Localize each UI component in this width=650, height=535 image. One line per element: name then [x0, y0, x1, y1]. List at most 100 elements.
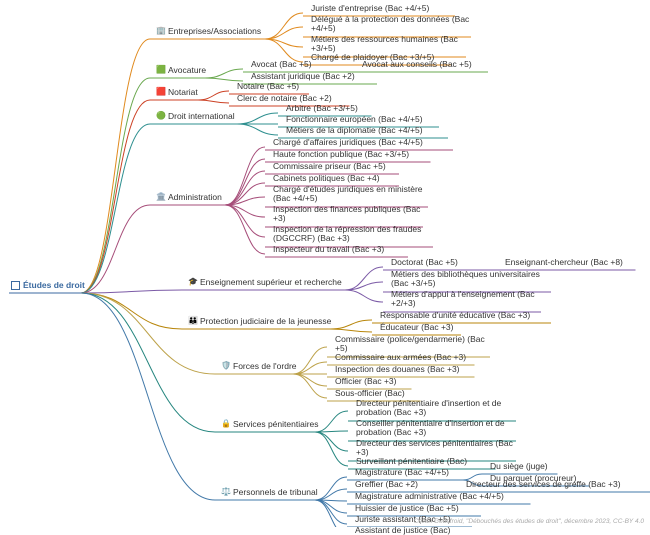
leaf-3-1: Fonctionnaire européen (Bac +4/+5) [286, 115, 423, 124]
leaf-8-1: Conseiller pénitentiaire d'insertion et … [356, 419, 516, 438]
branch-5-icon: 🎓 [188, 278, 197, 287]
label-text: Services pénitentiaires [233, 419, 319, 429]
leaf-7-3: Officier (Bac +3) [335, 377, 397, 386]
label-text: Notariat [168, 87, 198, 97]
leaf-4-2: Commissaire priseur (Bac +5) [273, 162, 386, 171]
credit-line: Célian Godefroid, "Débouchés des études … [414, 518, 644, 525]
label-text: Inspection des douanes (Bac +3) [335, 364, 460, 374]
subleaf-9-0-0: Du siège (juge) [490, 462, 548, 471]
leaf-6-0: Responsable d'unité éducative (Bac +3) [380, 311, 530, 320]
leaf-4-6: Inspection de la répression des fraudes … [273, 225, 433, 244]
label-text: Assistant juridique (Bac +2) [251, 71, 355, 81]
leaf-8-3: Surveillant pénitentiaire (Bac) [356, 457, 467, 466]
leaf-8-0: Directeur pénitentiaire d'insertion et d… [356, 399, 516, 418]
label-text: Surveillant pénitentiaire (Bac) [356, 456, 467, 466]
label-text: Directeur des services pénitentiaires (B… [356, 438, 513, 457]
label-text: Métiers d'appui à l'enseignement (Bac +2… [391, 289, 535, 308]
leaf-2-1: Clerc de notaire (Bac +2) [237, 94, 332, 103]
branch-6-icon: 👪 [188, 317, 197, 326]
branch-1: 🟩Avocature [156, 66, 206, 75]
label-text: Personnels de tribunal [233, 487, 318, 497]
label-text: Greffier (Bac +2) [355, 479, 418, 489]
label-text: Magistrature (Bac +4/+5) [355, 467, 449, 477]
label-text: Éducateur (Bac +3) [380, 322, 453, 332]
branch-2: 🟥Notariat [156, 88, 198, 97]
label-text: Délégué à la protection des données (Bac… [311, 14, 469, 33]
labels-layer: Études de droit 🏢Entreprises/Associations… [0, 0, 650, 527]
label-text: Notaire (Bac +5) [237, 81, 299, 91]
label-text: Métiers des ressources humaines (Bac +3/… [311, 34, 458, 53]
label-text: Commissaire aux armées (Bac +3) [335, 352, 466, 362]
label-text: Magistrature administrative (Bac +4/+5) [355, 491, 504, 501]
branch-9-icon: ⚖️ [221, 488, 230, 497]
label-text: Enseignement supérieur et recherche [200, 277, 342, 287]
label-text: Clerc de notaire (Bac +2) [237, 93, 332, 103]
label-text: Administration [168, 192, 222, 202]
label-text: Inspection des finances publiques (Bac +… [273, 204, 420, 223]
branch-3-icon: 🟢 [156, 112, 165, 121]
leaf-6-1: Éducateur (Bac +3) [380, 323, 453, 332]
branch-2-icon: 🟥 [156, 88, 165, 97]
leaf-1-0: Avocat (Bac +5) [251, 60, 312, 69]
leaf-4-3: Cabinets politiques (Bac +4) [273, 174, 380, 183]
label-text: Chargé d'affaires juridiques (Bac +4/+5) [273, 137, 423, 147]
label-text: Arbitre (Bac +3/+5) [286, 103, 358, 113]
leaf-9-2: Magistrature administrative (Bac +4/+5) [355, 492, 504, 501]
label-text: Avocature [168, 65, 206, 75]
leaf-4-0: Chargé d'affaires juridiques (Bac +4/+5) [273, 138, 423, 147]
branch-9: ⚖️Personnels de tribunal [221, 488, 318, 497]
branch-7-icon: 🛡️ [221, 362, 230, 371]
branch-0-icon: 🏢 [156, 27, 165, 36]
leaf-7-2: Inspection des douanes (Bac +3) [335, 365, 460, 374]
label-text: Officier (Bac +3) [335, 376, 397, 386]
label-text: Responsable d'unité éducative (Bac +3) [380, 310, 530, 320]
label-text: Inspection de la répression des fraudes … [273, 224, 421, 243]
label-text: Huissier de justice (Bac +5) [355, 503, 459, 513]
leaf-3-2: Métiers de la diplomatie (Bac +4/+5) [286, 126, 423, 135]
label-text: Chargé d'études juridiques en ministère … [273, 184, 423, 203]
label-text: Enseignant-chercheur (Bac +8) [505, 257, 623, 267]
branch-6: 👪Protection judiciaire de la jeunesse [188, 317, 331, 326]
branch-8-icon: 🔒 [221, 420, 230, 429]
label-text: Inspecteur du travail (Bac +3) [273, 244, 384, 254]
label-text: Avocat (Bac +5) [251, 59, 312, 69]
branch-8: 🔒Services pénitentiaires [221, 420, 319, 429]
label-text: Droit international [168, 111, 235, 121]
leaf-9-0: Magistrature (Bac +4/+5) [355, 468, 449, 477]
root-node: Études de droit [11, 281, 85, 290]
leaf-7-4: Sous-officier (Bac) [335, 389, 405, 398]
branch-4: 🏛️Administration [156, 193, 222, 202]
label-text: Fonctionnaire européen (Bac +4/+5) [286, 114, 423, 124]
leaf-1-1: Assistant juridique (Bac +2) [251, 72, 355, 81]
leaf-9-1: Greffier (Bac +2) [355, 480, 418, 489]
leaf-4-1: Haute fonction publique (Bac +3/+5) [273, 150, 409, 159]
leaf-0-0: Juriste d'entreprise (Bac +4/+5) [311, 4, 429, 13]
leaf-2-0: Notaire (Bac +5) [237, 82, 299, 91]
leaf-7-0: Commissaire (police/gendarmerie) (Bac +5… [335, 335, 490, 354]
leaf-0-2: Métiers des ressources humaines (Bac +3/… [311, 35, 466, 54]
leaf-7-1: Commissaire aux armées (Bac +3) [335, 353, 466, 362]
leaf-8-2: Directeur des services pénitentiaires (B… [356, 439, 516, 458]
label-text: Commissaire (police/gendarmerie) (Bac +5… [335, 334, 485, 353]
label-text: Métiers des bibliothèques universitaires… [391, 269, 540, 288]
label-text: Directeur des services de greffe (Bac +3… [466, 479, 621, 489]
leaf-0-1: Délégué à la protection des données (Bac… [311, 15, 471, 34]
subleaf-1-0-0: Avocat aux conseils (Bac +5) [362, 60, 472, 69]
label-text: Sous-officier (Bac) [335, 388, 405, 398]
label-text: Études de droit [23, 280, 85, 290]
leaf-4-5: Inspection des finances publiques (Bac +… [273, 205, 423, 224]
label-text: Cabinets politiques (Bac +4) [273, 173, 380, 183]
label-text: Forces de l'ordre [233, 361, 297, 371]
subleaf-5-0-0: Enseignant-chercheur (Bac +8) [505, 258, 623, 267]
subleaf-9-1-0: Directeur des services de greffe (Bac +3… [466, 480, 621, 489]
label-text: Avocat aux conseils (Bac +5) [362, 59, 472, 69]
leaf-9-3: Huissier de justice (Bac +5) [355, 504, 459, 513]
leaf-4-4: Chargé d'études juridiques en ministère … [273, 185, 428, 204]
label-text: Entreprises/Associations [168, 26, 261, 36]
leaf-5-2: Métiers d'appui à l'enseignement (Bac +2… [391, 290, 541, 309]
branch-7: 🛡️Forces de l'ordre [221, 362, 297, 371]
leaf-9-5: Assistant de justice (Bac) [355, 526, 450, 535]
checkbox-icon [11, 281, 20, 290]
label-text: Protection judiciaire de la jeunesse [200, 316, 331, 326]
label-text: Du siège (juge) [490, 461, 548, 471]
